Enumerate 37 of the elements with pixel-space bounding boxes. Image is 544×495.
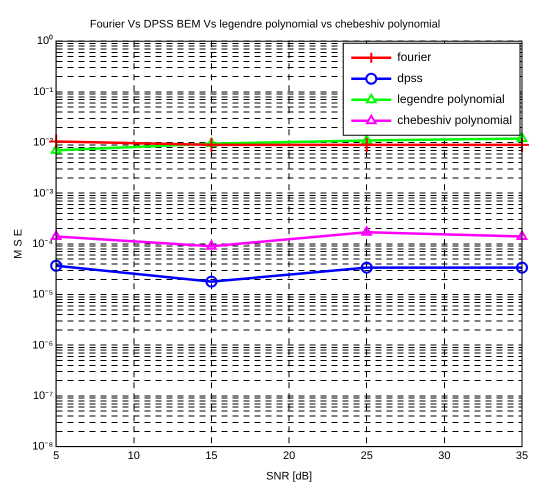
y-tick-label: 10⁻¹ bbox=[33, 86, 54, 98]
x-tick-label: 15 bbox=[205, 450, 218, 462]
y-tick-label: 10⁻⁵ bbox=[32, 288, 54, 301]
y-axis-title: M S E bbox=[12, 228, 25, 259]
x-axis-title: SNR [dB] bbox=[266, 470, 312, 482]
y-tick-label: 10⁰ bbox=[36, 34, 54, 48]
point bbox=[50, 260, 62, 272]
point bbox=[361, 134, 372, 144]
point bbox=[205, 276, 218, 288]
y-tick-label: 10⁻⁶ bbox=[32, 339, 54, 352]
point bbox=[358, 136, 375, 153]
chart-title: Fourier Vs DPSS BEM Vs legendre polynomial vs chebeshiv polynomial bbox=[90, 18, 440, 31]
point bbox=[516, 132, 528, 142]
point bbox=[360, 262, 373, 274]
point bbox=[516, 262, 528, 274]
y-tick-label: 10⁻³ bbox=[33, 187, 54, 200]
x-tick-label: 30 bbox=[438, 450, 450, 462]
legend-label: dpss bbox=[397, 71, 423, 86]
point bbox=[206, 138, 217, 148]
point bbox=[206, 240, 217, 250]
point bbox=[514, 136, 530, 153]
x-tick-label: 20 bbox=[282, 450, 296, 462]
legend-label: chebeshiv polynomial bbox=[397, 113, 512, 128]
legend-label: fourier bbox=[397, 50, 432, 64]
x-tick-label: 25 bbox=[360, 450, 373, 462]
y-tick-label: 10⁻⁴ bbox=[32, 238, 54, 250]
x-tick-label: 35 bbox=[516, 450, 528, 462]
point bbox=[361, 226, 372, 236]
point bbox=[50, 144, 62, 154]
legend-label: legendre polynomial bbox=[397, 92, 505, 106]
y-tick-label: 10⁻⁸ bbox=[32, 440, 54, 453]
x-tick-label: 10 bbox=[128, 450, 140, 462]
y-tick-label: 10⁻⁷ bbox=[32, 390, 54, 402]
point bbox=[516, 230, 528, 240]
x-tick-label: 5 bbox=[53, 450, 60, 462]
point bbox=[203, 136, 220, 153]
point bbox=[50, 230, 62, 240]
